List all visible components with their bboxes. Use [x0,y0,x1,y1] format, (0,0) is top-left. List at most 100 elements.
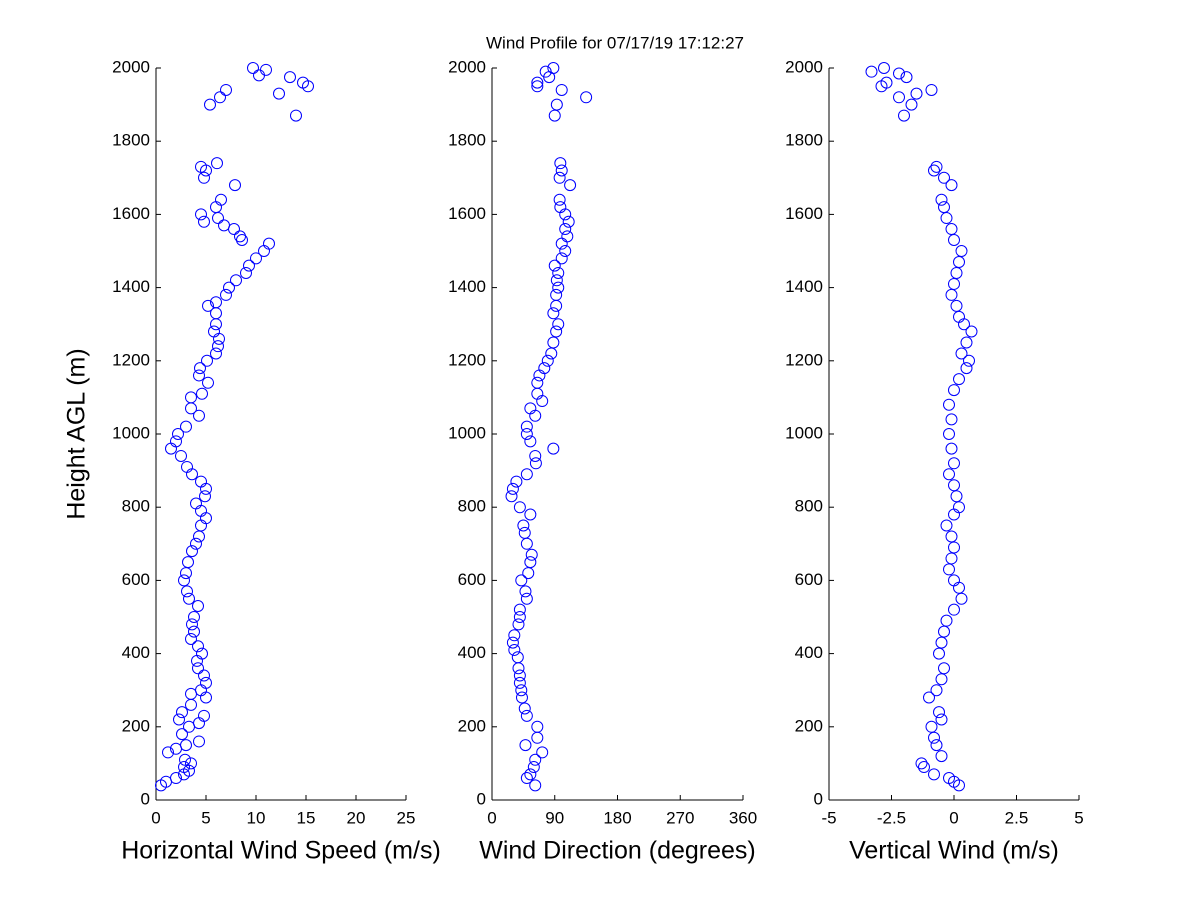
point [515,684,528,697]
y-tick-label: 1000 [785,423,823,442]
y-tick-label: 1800 [112,131,150,150]
point [933,706,945,719]
point [865,65,878,78]
point [210,296,222,309]
point [215,193,227,206]
point [933,647,945,660]
point [170,435,182,448]
point [925,720,938,733]
point [555,83,568,96]
point [178,574,190,587]
point [945,413,958,426]
point [223,281,235,294]
point [210,347,222,360]
y-tick-label: 800 [795,497,823,516]
point [945,442,958,455]
x-tick-label: 0 [949,808,958,827]
point [935,673,948,686]
point [548,259,561,272]
point [212,340,224,353]
point [529,457,542,470]
y-tick-label: 200 [458,716,486,735]
point [170,772,182,785]
point [550,274,563,287]
point [506,482,519,495]
x-tick-label: 360 [729,808,757,827]
point [538,362,551,375]
point [553,171,566,184]
point [180,739,192,752]
point [923,691,935,704]
point [508,643,521,656]
point [198,215,210,228]
y-tick-label: 2000 [448,57,486,76]
point [935,636,948,649]
point [935,713,948,726]
point [173,713,185,726]
point [925,83,938,96]
point [524,402,537,415]
point [190,537,202,550]
point [263,237,275,250]
point [943,772,955,785]
point [162,746,174,759]
point [199,490,211,503]
y-tick-label: 1600 [112,204,150,223]
point [192,600,204,613]
point [960,336,973,349]
y-tick-label: 1400 [112,277,150,296]
point [214,91,226,104]
point [513,603,526,616]
x-axis-label: Wind Direction (degrees) [479,837,756,865]
point [234,230,246,243]
y-tick-label: 600 [795,570,823,589]
point [297,76,309,89]
point [524,556,537,569]
point [195,208,207,221]
point [230,274,242,287]
point [553,193,566,206]
point [260,63,272,76]
point [940,614,953,627]
point [273,87,285,100]
point [562,215,575,228]
point [179,753,191,766]
point [948,574,960,587]
y-tick-label: 400 [458,643,486,662]
point [229,179,241,192]
point [943,563,955,576]
y-tick-label: 1200 [448,350,486,369]
point [513,676,526,689]
x-tick-label: 270 [666,808,694,827]
point [525,548,538,561]
y-axis-label: Height AGL (m) [63,348,91,519]
point [220,83,232,96]
point [945,530,958,543]
point [938,662,950,675]
point [172,428,184,440]
point [945,288,958,301]
point [955,347,968,360]
point [960,362,973,375]
point [953,501,965,514]
point [520,772,533,785]
x-tick-label: 2.5 [1005,808,1029,827]
point [938,201,950,214]
point [950,299,963,312]
y-tick-label: 800 [122,497,150,516]
point [905,98,918,111]
x-tick-label: 25 [397,808,416,827]
x-tick-label: 5 [1074,808,1083,827]
point [513,669,526,682]
point [940,519,953,532]
point [940,212,953,225]
point [220,288,232,301]
point [196,647,208,660]
point [520,709,533,722]
point [948,479,960,492]
point [943,428,955,440]
point [559,223,572,236]
point [555,252,568,265]
point [513,501,526,514]
point [963,354,975,367]
